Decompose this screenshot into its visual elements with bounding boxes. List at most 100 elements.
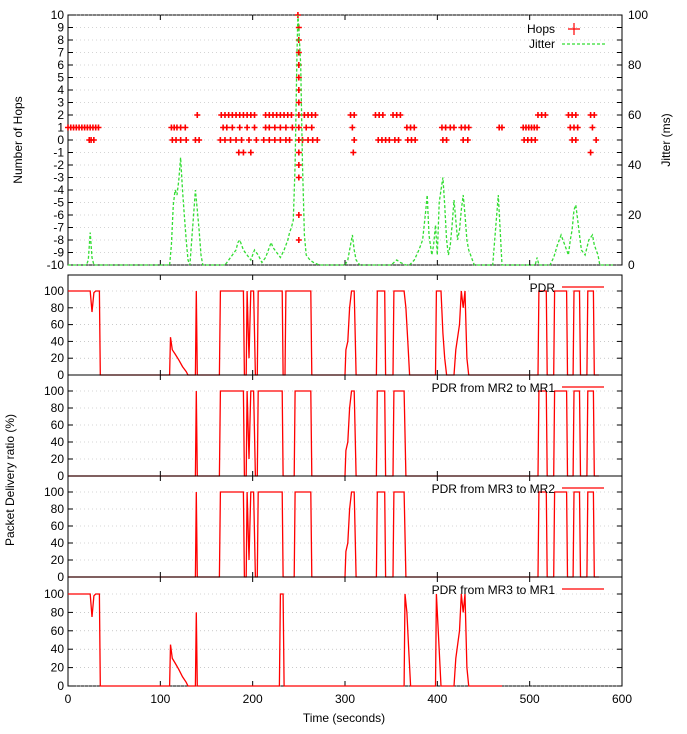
y-tick-label: 60 [51,318,65,332]
x-tick-label: 400 [427,692,447,706]
y-tick-label: -3 [53,171,64,185]
y-tick-label: -4 [53,183,64,197]
hops-point [351,112,358,118]
y-tick-label: -7 [53,221,64,235]
hops-point [196,137,203,143]
hops-point [303,124,310,131]
hops-point [227,137,234,143]
y-tick-label: 80 [51,301,65,315]
y-tick-label: 100 [44,587,64,601]
hops-point [295,174,302,181]
hops-point [247,149,254,156]
y-tick-label: 6 [57,58,64,72]
hops-point [386,137,393,143]
hops-point [411,124,418,131]
y-tick-label: 10 [51,8,65,22]
legend-label: PDR from MR3 to MR2 [432,482,556,496]
y-tick-label: 0 [57,679,64,693]
hops-point [397,112,404,118]
legend-label: PDR [530,281,556,295]
hops-point [591,112,598,118]
hops-point [177,137,184,143]
hops-point [542,112,549,118]
y-tick-label: 5 [57,71,64,85]
y-tick-label: 20 [51,553,65,567]
hops-point [266,137,273,143]
y-tick-label: 60 [51,519,65,533]
hops-point [350,149,357,156]
x-tick-label: 300 [335,692,355,706]
panel-pdr-mr3-mr2: 0 20 40 60 80 100 PDR from MR3 to MR2 [44,475,623,584]
hops-point [253,137,260,143]
y-tick-label: -1 [53,146,64,160]
y-tick-label: 9 [57,21,64,35]
legend: PDR from MR3 to MR2 [432,482,604,496]
y-tick-label: 20 [51,452,65,466]
y-tick-label: 2 [57,108,64,122]
y-tick-label: 60 [51,624,65,638]
hops-point [572,112,579,118]
jitter-line [68,14,613,266]
hops-point [465,124,472,131]
hops-point [260,137,267,143]
panel-pdr: 0 20 40 60 80 100 PDR [44,274,623,382]
hops-point [498,124,505,131]
legend: PDR from MR3 to MR1 [432,583,604,597]
y-tick-label: 100 [44,284,64,298]
hops-point [295,124,302,131]
hops-point [295,74,302,81]
x-tick-label: 500 [520,692,540,706]
y-tick-label: -10 [47,258,65,272]
hops-point [221,137,228,143]
hops-point [233,137,240,143]
hops-point [312,112,319,118]
pdr-line [68,390,599,477]
y-tick-label: 0 [57,368,64,382]
y-tick-label: -6 [53,208,64,222]
y2-tick-label: 100 [628,8,648,22]
x-tick-label: 0 [65,692,72,706]
hops-point [182,124,189,131]
hops-point [534,124,541,131]
hops-point [450,124,457,131]
y-tick-label: 100 [44,485,64,499]
y-tick-label: 20 [51,351,65,365]
hops-point [194,112,201,118]
hops-point [295,149,302,156]
x-tick-label: 200 [243,692,263,706]
y-axis-label-hops: Number of Hops [11,96,25,183]
hops-point [271,124,278,131]
x-axis-label: Time (seconds) [303,711,385,725]
hops-point [238,137,245,143]
y-tick-label: 80 [51,502,65,516]
hops-point [286,137,293,143]
y-tick-label: 100 [44,384,64,398]
y-axis-label-pdr: Packet Delivery ratio (%) [3,414,17,546]
y-tick-label: 0 [57,570,64,584]
hops-point [295,49,302,56]
hops-point [236,124,243,131]
hops-point [308,124,315,131]
legend-label: PDR from MR2 to MR1 [432,381,556,395]
hops-point [244,124,251,131]
legend-label-jitter: Jitter [529,37,555,51]
y-tick-label: 80 [51,401,65,415]
hops-point [379,112,386,118]
hops-point [251,124,258,131]
panel-pdr-mr3-mr1: 0 20 40 60 80 100 PDR from MR3 to MR1 0 100 200 30… [44,576,632,706]
x-tick-label: 100 [150,692,170,706]
hops-point [587,149,594,156]
y-tick-label: 40 [51,642,65,656]
hops-point [295,99,302,106]
hops-point [395,137,402,143]
pdr-line [68,491,599,578]
y2-tick-label: 0 [628,258,635,272]
hops-point [282,124,289,131]
hops-point [443,137,450,143]
y2-tick-label: 40 [628,158,642,172]
y-tick-label: -9 [53,246,64,260]
y-tick-label: 40 [51,435,65,449]
x-tick-label: 600 [612,692,632,706]
